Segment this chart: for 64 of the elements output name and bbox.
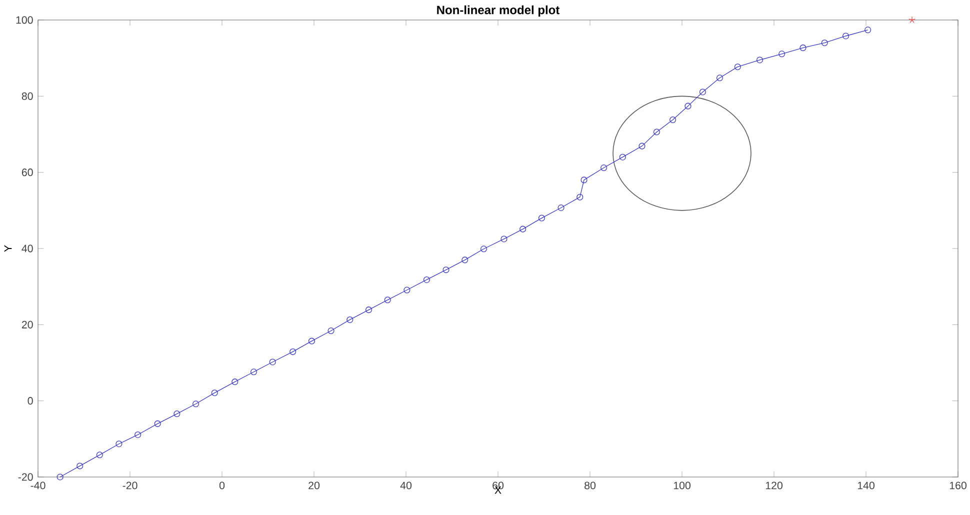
x-tick-label: 40 [400, 482, 412, 490]
point [576, 194, 584, 200]
point [580, 176, 588, 184]
point [174, 410, 180, 418]
point [232, 378, 238, 386]
point [56, 474, 64, 480]
point [346, 316, 354, 323]
point [734, 64, 741, 70]
x-tick-label: 20 [308, 482, 320, 490]
y-tick-label: 0 [28, 397, 33, 405]
point [423, 276, 430, 283]
point [308, 338, 315, 344]
point [192, 400, 200, 408]
point [538, 214, 545, 222]
point [250, 368, 258, 376]
y-axis-title: Y [4, 245, 12, 252]
point [800, 44, 806, 52]
y-tick-label: 80 [22, 92, 33, 100]
point [716, 74, 723, 82]
point [699, 88, 706, 96]
point [638, 142, 646, 150]
x-tick-label: 100 [674, 482, 690, 490]
x-tick-label: -40 [30, 482, 46, 490]
y-tick-label: 40 [22, 244, 33, 252]
point [290, 348, 296, 355]
point [404, 286, 410, 294]
y-tick-label: 20 [22, 320, 33, 328]
x-tick-label: 80 [584, 482, 596, 490]
point [442, 266, 450, 274]
point [365, 306, 372, 314]
point [211, 390, 218, 396]
point [480, 246, 488, 252]
x-tick-label: 140 [858, 482, 874, 490]
x-tick-label: 160 [950, 482, 966, 490]
point [821, 40, 828, 46]
point [778, 50, 786, 58]
point [684, 102, 692, 110]
point [520, 226, 526, 232]
point [908, 16, 916, 23]
point [462, 256, 468, 264]
x-tick-label: 0 [219, 482, 225, 490]
point [864, 26, 872, 34]
point [96, 452, 103, 458]
point [600, 164, 608, 172]
point [134, 431, 142, 438]
point [269, 358, 276, 366]
point [670, 116, 676, 124]
point [558, 204, 564, 212]
point [500, 236, 508, 242]
x-tick-label: -20 [122, 482, 138, 490]
point [154, 420, 161, 427]
point [328, 327, 334, 334]
point [384, 296, 391, 304]
y-tick-label: -20 [18, 473, 33, 481]
point [76, 462, 84, 470]
y-tick-label: 100 [16, 16, 33, 24]
x-tick-label: 120 [766, 482, 782, 490]
point [756, 56, 764, 64]
point [842, 32, 850, 40]
y-tick-label: 60 [22, 168, 33, 176]
point [653, 128, 660, 136]
point [116, 440, 122, 448]
chart-title: Non-linear model plot [437, 5, 560, 17]
point [619, 154, 626, 160]
